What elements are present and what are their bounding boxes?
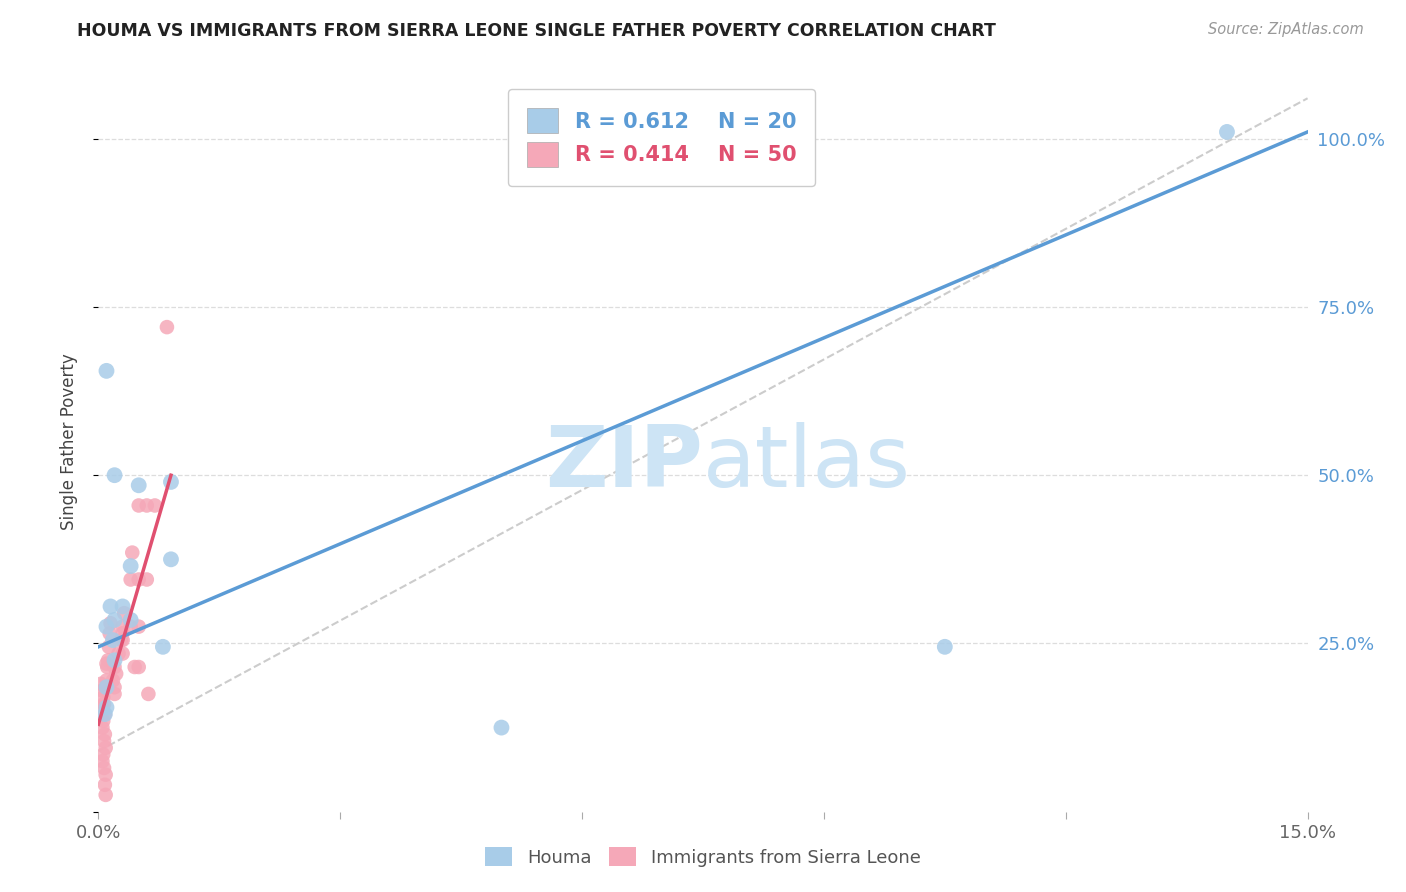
Point <box>135 499 157 513</box>
Point <box>128 619 150 633</box>
Point <box>94 767 117 781</box>
Point <box>120 559 142 574</box>
Point <box>103 660 125 674</box>
Point <box>96 619 118 633</box>
Point <box>128 660 150 674</box>
Point <box>94 778 117 792</box>
Legend: R = 0.612    N = 20, R = 0.414    N = 50: R = 0.612 N = 20, R = 0.414 N = 50 <box>508 89 815 186</box>
Point <box>138 687 160 701</box>
Point <box>100 599 122 614</box>
Point <box>93 734 115 748</box>
Point <box>111 599 134 614</box>
Point <box>103 653 125 667</box>
Point <box>96 673 118 688</box>
Point <box>111 633 134 648</box>
Point <box>94 707 117 722</box>
Point <box>111 626 134 640</box>
Point <box>128 478 150 492</box>
Point <box>91 683 114 698</box>
Point <box>143 499 166 513</box>
Point <box>96 680 118 694</box>
Point <box>101 633 124 648</box>
Point <box>120 573 142 587</box>
Point <box>96 660 118 674</box>
Point <box>120 613 142 627</box>
Point <box>93 761 115 775</box>
Point <box>103 680 125 694</box>
Point <box>96 700 118 714</box>
Point <box>97 653 120 667</box>
Point <box>90 677 112 691</box>
Legend: Houma, Immigrants from Sierra Leone: Houma, Immigrants from Sierra Leone <box>478 840 928 874</box>
Text: Source: ZipAtlas.com: Source: ZipAtlas.com <box>1208 22 1364 37</box>
Point <box>91 690 114 705</box>
Y-axis label: Single Father Poverty: Single Father Poverty <box>59 353 77 530</box>
Point <box>91 754 114 768</box>
Point <box>160 475 183 489</box>
Point <box>156 320 179 334</box>
Point <box>110 633 132 648</box>
Point <box>491 721 513 735</box>
Point <box>120 619 142 633</box>
Point <box>94 740 117 755</box>
Point <box>91 747 114 762</box>
Point <box>103 687 125 701</box>
Point <box>103 468 125 483</box>
Point <box>101 673 124 688</box>
Point <box>111 619 134 633</box>
Point <box>98 626 121 640</box>
Point <box>96 680 118 694</box>
Point <box>94 707 117 722</box>
Point <box>91 721 114 735</box>
Point <box>105 666 128 681</box>
Point <box>128 499 150 513</box>
Point <box>96 364 118 378</box>
Point <box>128 573 150 587</box>
Point <box>934 640 956 654</box>
Point <box>111 647 134 661</box>
Point <box>107 647 129 661</box>
Text: ZIP: ZIP <box>546 422 703 505</box>
Point <box>97 640 120 654</box>
Text: atlas: atlas <box>703 422 911 505</box>
Point <box>121 546 143 560</box>
Point <box>124 660 146 674</box>
Point <box>135 573 157 587</box>
Point <box>93 697 115 711</box>
Text: HOUMA VS IMMIGRANTS FROM SIERRA LEONE SINGLE FATHER POVERTY CORRELATION CHART: HOUMA VS IMMIGRANTS FROM SIERRA LEONE SI… <box>77 22 997 40</box>
Point <box>94 727 117 741</box>
Point <box>152 640 174 654</box>
Point <box>103 613 125 627</box>
Point <box>94 788 117 802</box>
Point <box>91 714 114 728</box>
Point <box>91 700 114 714</box>
Point <box>112 606 135 620</box>
Point <box>160 552 183 566</box>
Point <box>96 657 118 671</box>
Point <box>1216 125 1239 139</box>
Point <box>100 616 122 631</box>
